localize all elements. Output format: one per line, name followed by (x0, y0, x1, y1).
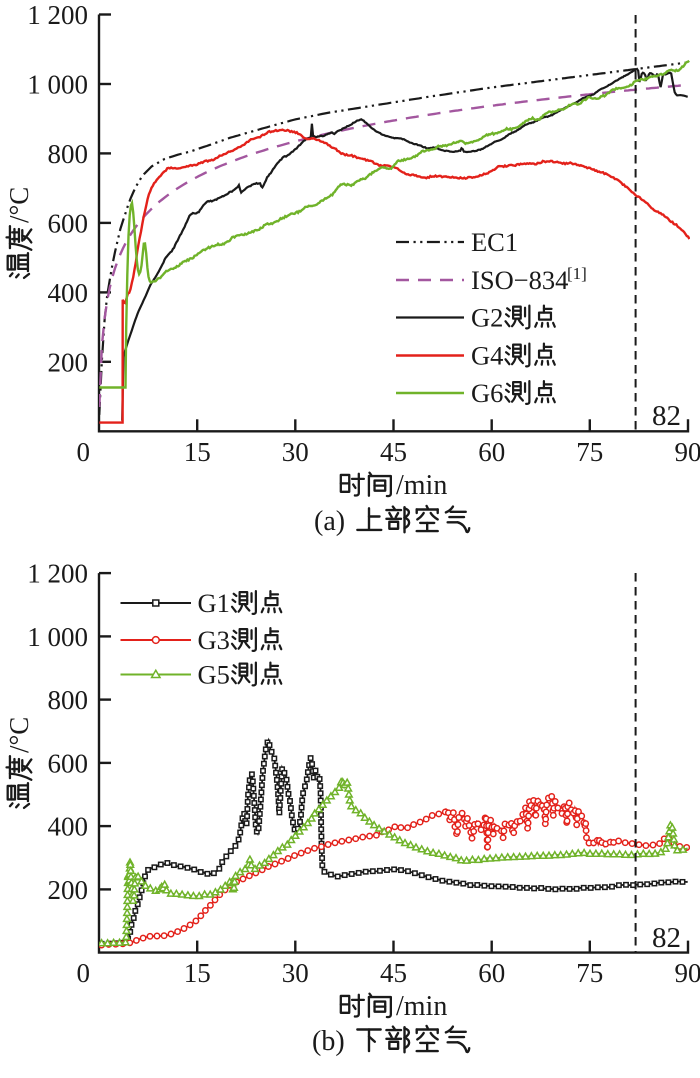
svg-text:82: 82 (652, 922, 681, 954)
svg-text:1 000: 1 000 (27, 70, 88, 100)
svg-text:400: 400 (48, 278, 89, 308)
svg-text:400: 400 (48, 812, 89, 842)
svg-text:G4: G4 (471, 341, 503, 371)
svg-text:90: 90 (675, 958, 700, 988)
svg-text:/min: /min (396, 991, 447, 1022)
svg-text:1 000: 1 000 (27, 622, 88, 652)
svg-text:75: 75 (576, 437, 603, 467)
svg-text:45: 45 (380, 437, 407, 467)
svg-text:60: 60 (478, 437, 505, 467)
svg-text:90: 90 (675, 437, 700, 467)
svg-text:600: 600 (48, 748, 89, 778)
svg-text:82: 82 (652, 400, 681, 432)
svg-text:G5: G5 (198, 660, 230, 690)
svg-text:/°C: /°C (4, 717, 34, 753)
svg-text:200: 200 (48, 875, 89, 905)
svg-text:15: 15 (184, 437, 211, 467)
svg-text:800: 800 (48, 685, 89, 715)
svg-text:600: 600 (48, 208, 89, 238)
svg-text:800: 800 (48, 139, 89, 169)
svg-text:15: 15 (184, 958, 211, 988)
svg-text:/°C: /°C (4, 187, 34, 223)
svg-text:EC1: EC1 (471, 227, 518, 257)
svg-text:60: 60 (478, 958, 505, 988)
svg-text:ISO−834: ISO−834 (471, 265, 568, 295)
svg-text:30: 30 (282, 437, 309, 467)
svg-text:[1]: [1] (567, 264, 587, 283)
svg-text:0: 0 (77, 958, 91, 988)
svg-text:G2: G2 (471, 303, 503, 333)
svg-text:(b): (b) (312, 1026, 352, 1057)
svg-text:200: 200 (48, 347, 89, 377)
svg-text:1 200: 1 200 (27, 559, 88, 589)
svg-text:75: 75 (576, 958, 603, 988)
svg-text:(a): (a) (314, 506, 352, 537)
svg-text:G1: G1 (198, 588, 230, 618)
svg-text:/min: /min (396, 470, 447, 501)
svg-text:45: 45 (380, 958, 407, 988)
svg-text:G3: G3 (198, 625, 230, 655)
svg-text:1 200: 1 200 (27, 0, 88, 30)
svg-text:0: 0 (77, 437, 91, 467)
svg-text:30: 30 (282, 958, 309, 988)
svg-text:G6: G6 (471, 378, 503, 408)
